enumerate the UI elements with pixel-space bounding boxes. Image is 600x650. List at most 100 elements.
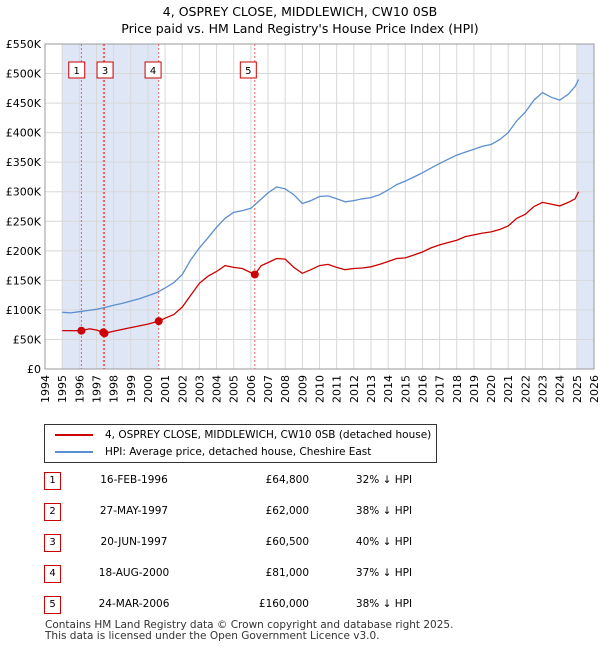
sale-point [154,317,163,326]
sale-label-box [68,61,86,79]
legend-swatch-hpi [55,451,93,453]
x-tick-label: 2006 [245,375,258,403]
table-row: 1 16-FEB-1996 £64,800 32% ↓ HPI [44,472,564,490]
x-tick-label: 2018 [451,375,464,403]
x-tick-label: 1995 [56,375,69,403]
y-tick-label: £100K [6,304,42,317]
shaded-range [62,44,159,369]
sale-hpi: 40% ↓ HPI [355,536,413,548]
x-tick-label: 2003 [193,375,206,403]
shaded-range [576,44,594,369]
x-tick-label: 2017 [434,375,447,403]
sale-label-box [96,61,114,79]
sale-label-box [239,61,257,79]
sale-date: 24-MAR-2006 [98,598,170,610]
sale-price: £81,000 [265,567,309,579]
x-tick-label: 2024 [554,375,567,403]
sale-label-text: 1 [74,66,80,77]
sale-badge: 3 [44,534,61,552]
sale-hpi: 38% ↓ HPI [355,598,413,610]
sale-label-box [144,61,162,79]
x-tick-label: 2013 [365,375,378,403]
y-tick-label: £500K [6,68,42,81]
x-tick-label: 2026 [588,375,600,403]
y-tick-label: £150K [6,274,42,287]
x-tick-label: 2009 [296,375,309,403]
sale-point [77,326,86,335]
x-tick-label: 1997 [90,375,103,403]
sale-badge: 5 [44,596,61,614]
y-tick-label: £550K [6,38,42,51]
price-paid-line [62,191,580,335]
footer: Contains HM Land Registry data © Crown c… [45,620,453,642]
x-tick-label: 2010 [314,375,327,403]
sale-date: 20-JUN-1997 [100,536,168,548]
sale-label-text: 3 [102,66,108,77]
table-row: 3 20-JUN-1997 £60,500 40% ↓ HPI [44,534,564,552]
sale-badge: 1 [44,472,61,490]
sale-date: 16-FEB-1996 [100,474,168,486]
x-tick-label: 2025 [571,375,584,403]
x-tick-label: 1996 [73,375,86,403]
sale-hpi: 37% ↓ HPI [355,567,413,579]
sale-point [250,270,259,279]
legend-item-price: 4, OSPREY CLOSE, MIDDLEWICH, CW10 0SB (d… [45,427,431,443]
legend: 4, OSPREY CLOSE, MIDDLEWICH, CW10 0SB (d… [44,424,437,463]
legend-label-price: 4, OSPREY CLOSE, MIDDLEWICH, CW10 0SB (d… [105,429,432,441]
x-tick-label: 2022 [519,375,532,403]
y-tick-label: £50K [13,333,42,346]
x-tick-label: 2002 [176,375,189,403]
sale-label-text: 4 [150,66,156,77]
price-chart: 1994 1995 1996 1997 1998 1999 2000 2001 2002 2003… [6,38,600,403]
sale-price: £60,500 [265,536,309,548]
x-tick-label: 2008 [279,375,292,403]
x-tick-label: 2016 [416,375,429,403]
sale-hpi: 38% ↓ HPI [355,505,413,517]
x-tick-label: 2005 [228,375,241,403]
chart-subtitle: Price paid vs. HM Land Registry's House … [121,21,479,36]
x-tick-label: 2012 [348,375,361,403]
legend-swatch-price [55,434,93,436]
x-tick-label: 1999 [125,375,138,403]
y-tick-label: £200K [6,245,42,258]
table-row: 2 27-MAY-1997 £62,000 38% ↓ HPI [44,503,564,521]
sale-hpi: 32% ↓ HPI [355,474,413,486]
y-tick-label: £400K [6,127,42,140]
y-tick-label: £250K [6,215,42,228]
sale-badge: 4 [44,565,61,583]
sale-date: 18-AUG-2000 [98,567,170,579]
footer-licence: This data is licensed under the Open Gov… [45,630,380,642]
sale-label-text: 5 [245,66,251,77]
x-tick-label: 2011 [331,375,344,403]
x-tick-label: 2000 [142,375,155,403]
x-tick-label: 2020 [485,375,498,403]
sale-point [100,329,109,338]
x-tick-label: 2004 [211,375,224,403]
legend-label-hpi: HPI: Average price, detached house, Ches… [105,446,372,458]
y-tick-label: £300K [6,186,42,199]
x-tick-label: 2019 [468,375,481,403]
x-tick-label: 2014 [382,375,395,403]
table-row: 5 24-MAR-2006 £160,000 38% ↓ HPI [44,596,564,614]
x-tick-label: 1998 [108,375,121,403]
sale-badge: 2 [44,503,61,521]
x-tick-label: 2023 [537,375,550,403]
chart-title: 4, OSPREY CLOSE, MIDDLEWICH, CW10 0SB [162,4,438,19]
legend-item-hpi: HPI: Average price, detached house, Ches… [45,444,371,460]
footer-copyright: Contains HM Land Registry data © Crown c… [45,619,454,631]
y-tick-label: £0 [27,363,41,376]
sale-price: £62,000 [265,505,309,517]
x-tick-label: 2001 [159,375,172,403]
table-row: 4 18-AUG-2000 £81,000 37% ↓ HPI [44,565,564,583]
x-tick-label: 2015 [399,375,412,403]
hpi-line [62,79,580,314]
x-tick-label: 1994 [39,375,52,403]
y-tick-label: £450K [6,97,42,110]
y-tick-label: £350K [6,156,42,169]
sale-date: 27-MAY-1997 [99,505,169,517]
x-tick-label: 2021 [502,375,515,403]
x-tick-label: 2007 [262,375,275,403]
sale-price: £160,000 [258,598,309,610]
sale-price: £64,800 [265,474,309,486]
plot-border [44,43,595,370]
